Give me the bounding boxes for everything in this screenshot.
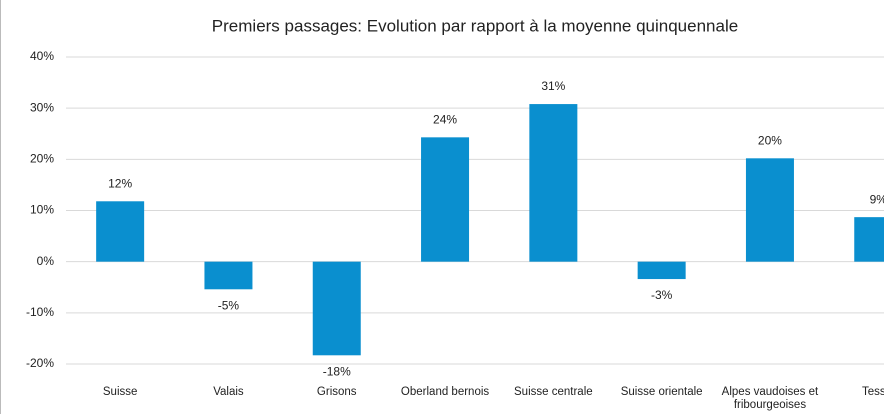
bar bbox=[854, 217, 884, 262]
x-tick-label-box: Alpes vaudoises et fribourgeoises bbox=[721, 386, 819, 411]
bar bbox=[421, 137, 470, 262]
data-label: -5% bbox=[218, 298, 240, 312]
data-label: -3% bbox=[651, 288, 673, 302]
y-tick-label: -10% bbox=[26, 305, 54, 319]
x-tick-label: Grisons bbox=[316, 386, 357, 398]
data-label: 9% bbox=[870, 192, 884, 206]
x-tick-label-box: Grisons bbox=[316, 386, 357, 398]
data-label: 24% bbox=[433, 113, 457, 127]
x-tick-label: Valais bbox=[213, 386, 244, 398]
bar bbox=[204, 261, 253, 290]
bar bbox=[745, 158, 794, 262]
x-tick-label-box: Oberland bernois bbox=[400, 386, 490, 398]
data-label: 12% bbox=[108, 176, 132, 190]
bar bbox=[312, 261, 361, 356]
x-tick-label: Suisse centrale bbox=[514, 386, 593, 398]
x-tick-label: Suisse orientale bbox=[620, 386, 703, 398]
data-label: 31% bbox=[541, 79, 565, 93]
x-tick-label: Suisse bbox=[102, 386, 138, 398]
x-tick-label-box: Suisse bbox=[102, 386, 138, 398]
bar bbox=[529, 104, 578, 262]
bar bbox=[96, 201, 145, 262]
x-tick-label-box: Valais bbox=[213, 386, 244, 398]
x-tick-label-box: Tessin bbox=[861, 386, 884, 398]
y-tick-label: 40% bbox=[30, 49, 54, 63]
x-tick-label: Oberland bernois bbox=[400, 386, 490, 398]
y-tick-label: 30% bbox=[30, 100, 54, 114]
y-tick-label: 10% bbox=[30, 203, 54, 217]
data-label: 20% bbox=[758, 133, 782, 147]
y-tick-label: 0% bbox=[37, 254, 55, 268]
bar bbox=[637, 261, 686, 280]
y-tick-label: -20% bbox=[26, 356, 54, 370]
x-tick-label-box: Suisse centrale bbox=[514, 386, 593, 398]
x-tick-label: Alpes vaudoises et fribourgeoises bbox=[721, 386, 819, 411]
data-label: -18% bbox=[323, 364, 351, 378]
x-tick-label: Tessin bbox=[861, 386, 884, 398]
y-tick-label: 20% bbox=[30, 152, 54, 166]
chart-title: Premiers passages: Evolution par rapport… bbox=[212, 16, 738, 35]
x-tick-label-box: Suisse orientale bbox=[620, 386, 703, 398]
